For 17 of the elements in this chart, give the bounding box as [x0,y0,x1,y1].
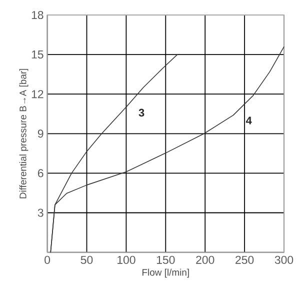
x-tick-label: 300 [274,256,294,264]
x-tick-label: 0 [44,256,50,264]
y-axis-title: Differential pressure B→A [bar] [19,68,28,198]
y-tick-label: 12 [32,90,44,98]
y-tick-label: 9 [38,130,44,138]
x-tick-label: 150 [156,256,175,264]
y-tick-label: 15 [32,50,44,59]
x-tick-label: 250 [236,256,254,264]
y-tick-label: 6 [38,169,44,178]
x-tick-label: 200 [196,256,214,264]
y-tick-label: 18 [32,10,44,20]
y-tick-label: 3 [38,208,44,217]
x-tick-label: 50 [80,256,93,264]
annotation: 3 [138,108,144,117]
annotation: 4 [246,116,252,124]
x-tick-label: 100 [118,256,136,264]
x-axis-title: Flow [l/min] [142,268,189,278]
